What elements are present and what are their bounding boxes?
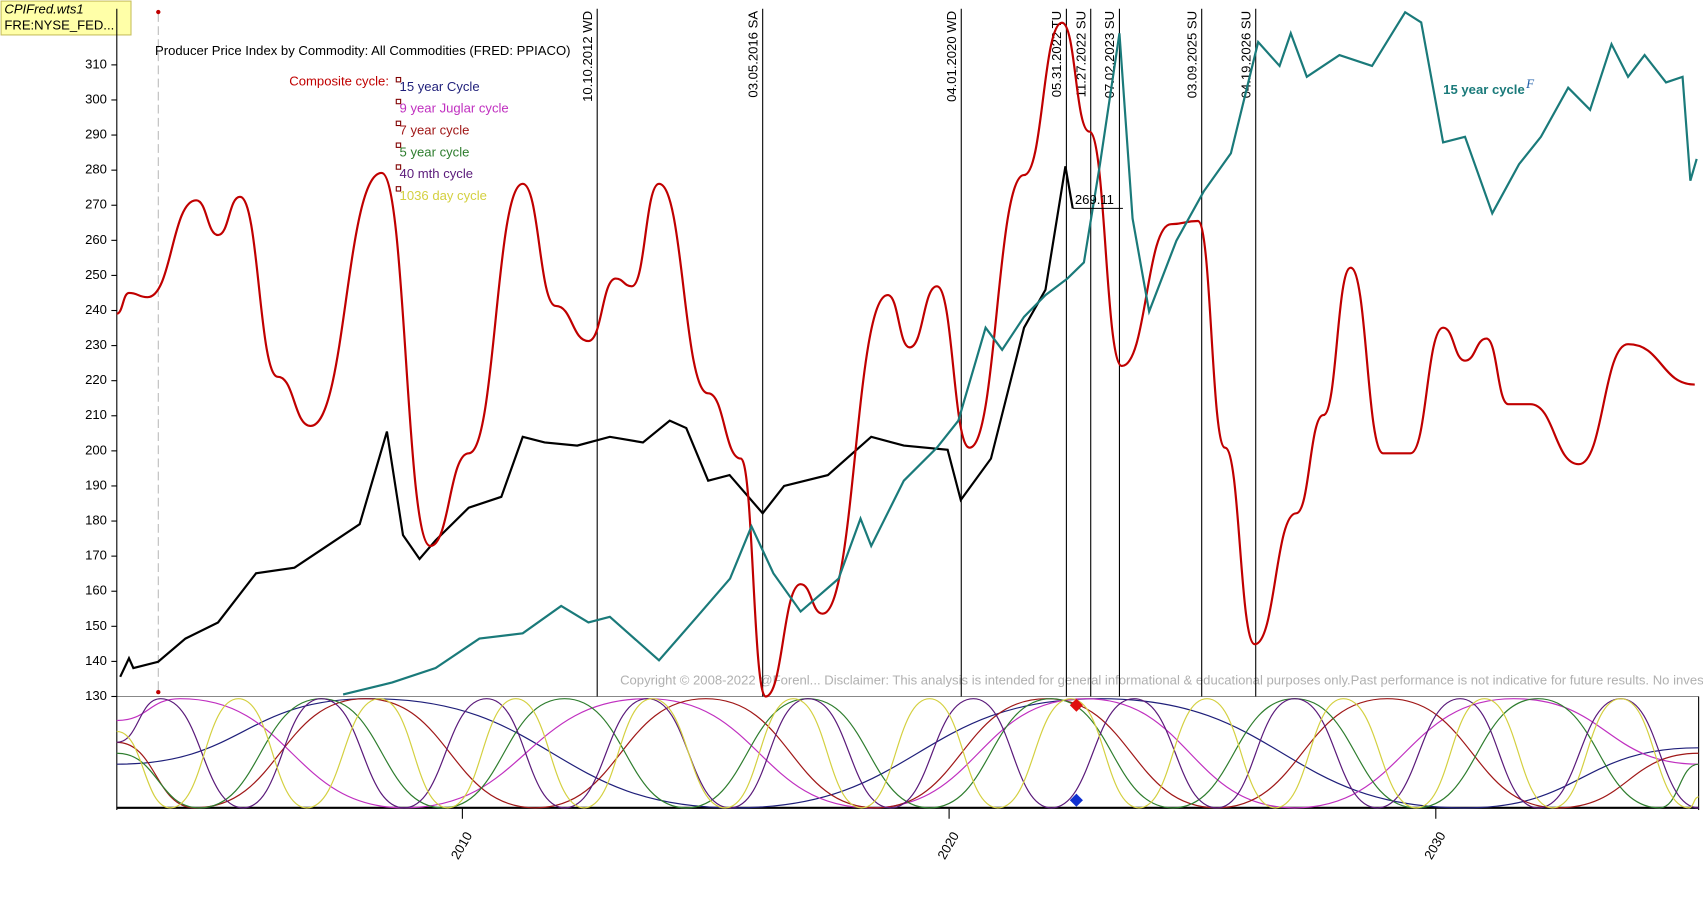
legend-label: 5 year cycle xyxy=(400,144,470,159)
logo: F xyxy=(1525,76,1535,91)
y-tick-label: 170 xyxy=(85,548,107,563)
y-tick-label: 130 xyxy=(85,688,107,703)
y-tick-label: 310 xyxy=(85,56,107,71)
y-tick-label: 280 xyxy=(85,162,107,177)
legend-label: 7 year cycle xyxy=(400,122,470,137)
cursor-dot xyxy=(156,9,161,15)
legend-label: 1036 day cycle xyxy=(400,188,487,203)
y-tick-label: 140 xyxy=(85,653,107,668)
event-label: 03.09.2025 SU xyxy=(1184,11,1199,98)
legend-marker xyxy=(395,76,402,83)
series-line xyxy=(119,166,1074,678)
y-tick-label: 240 xyxy=(85,302,107,317)
event-label: 10.10.2012 WD xyxy=(580,11,595,102)
legend-marker xyxy=(395,120,402,127)
event-label: 07.02.2023 SU xyxy=(1102,11,1117,98)
event-label: 04.01.2020 WD xyxy=(944,11,959,102)
series-label: Composite cycle: xyxy=(289,73,389,88)
legend-marker xyxy=(395,164,402,170)
y-tick-label: 250 xyxy=(85,267,107,282)
y-tick-label: 290 xyxy=(85,127,107,142)
legend-marker xyxy=(395,142,402,148)
legend-label: 9 year Juglar cycle xyxy=(400,101,509,116)
event-label: 04.19.2026 SU xyxy=(1238,11,1253,98)
legend-marker xyxy=(395,98,402,105)
series-line xyxy=(116,698,1699,809)
series-line xyxy=(342,10,1698,696)
event-label: 05.31.2022 TU xyxy=(1049,11,1064,97)
y-tick-label: 180 xyxy=(85,512,107,527)
symbol: FRE:NYSE_FED... xyxy=(4,18,114,33)
series-label: 15 year cycle xyxy=(1443,82,1525,97)
series-line xyxy=(116,698,1699,809)
y-tick-label: 300 xyxy=(85,91,107,106)
y-tick-label: 230 xyxy=(85,337,107,352)
y-tick-label: 220 xyxy=(85,372,107,387)
y-tick-label: 210 xyxy=(85,407,107,422)
event-label: 11.27.2022 SU xyxy=(1073,11,1088,97)
cycle-legend: 15 year Cycle 9 year Juglar cycle 7 year c… xyxy=(395,76,509,203)
marker-diamond xyxy=(1069,698,1083,712)
legend-marker xyxy=(395,186,402,192)
y-tick-label: 200 xyxy=(85,442,107,457)
y-tick-label: 260 xyxy=(85,232,107,247)
legend-label: 15 year Cycle xyxy=(400,79,480,94)
series-line xyxy=(116,698,1699,809)
legend-label: 40 mth cycle xyxy=(400,166,474,181)
series-line xyxy=(116,698,1699,809)
y-tick-label: 190 xyxy=(85,477,107,492)
event-label: 03.05.2016 SA xyxy=(745,11,760,98)
cursor-dot xyxy=(156,689,161,695)
marker-diamond xyxy=(1069,793,1083,807)
chart-title: Producer Price Index by Commodity: All C… xyxy=(155,43,570,58)
y-tick-label: 160 xyxy=(85,583,107,598)
copyright: Copyright © 2008-2022 @Forenl... Disclai… xyxy=(620,673,1703,688)
file-name: CPIFred.wts1 xyxy=(4,1,83,16)
symbol-box xyxy=(0,0,132,36)
price-label: 269.11 xyxy=(1075,192,1114,207)
y-tick-label: 150 xyxy=(85,618,107,633)
series-line xyxy=(116,21,1695,698)
y-tick-label: 270 xyxy=(85,197,107,212)
